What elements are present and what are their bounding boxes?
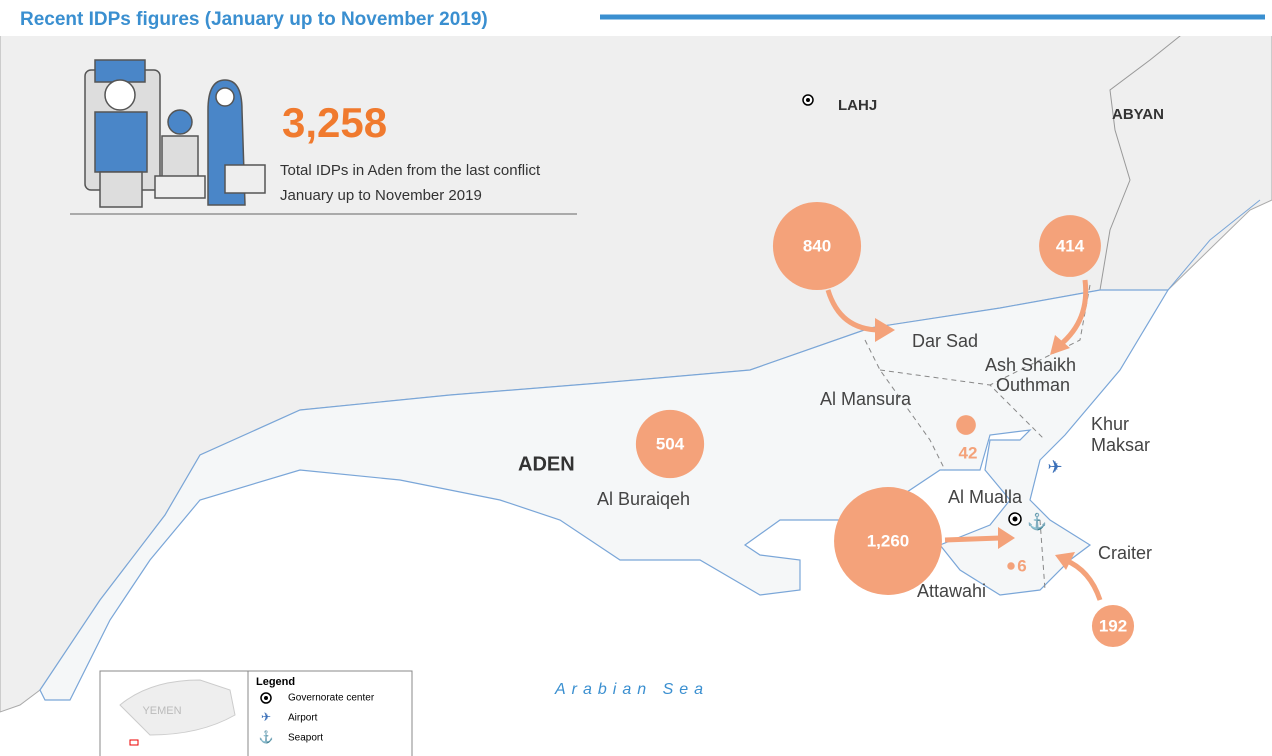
legend-symbol: ⚓: [259, 730, 274, 744]
legend: [247, 670, 413, 756]
border: [1099, 27, 1191, 291]
place-label: LAHJ: [838, 97, 877, 114]
gov-center: [1012, 516, 1018, 522]
airport-icon: ✈: [1047, 457, 1062, 477]
bubble: [635, 409, 705, 479]
legend-item: Governorate center: [288, 693, 375, 704]
bubble: [1007, 562, 1015, 570]
aden-area: [39, 289, 1170, 701]
legend-title: Legend: [256, 676, 295, 688]
total-caption: January up to November 2019: [280, 187, 482, 204]
bubble: [772, 201, 862, 291]
seaport-icon: ⚓: [1027, 512, 1047, 531]
legend-symbol: [264, 696, 268, 700]
place-label: ABYAN: [1112, 106, 1164, 123]
inset-label: YEMEN: [142, 705, 181, 717]
bubble: [834, 487, 942, 595]
district: Ash Shaikh: [985, 355, 1076, 375]
arrow-heads: [875, 318, 1075, 570]
bubble: [1039, 215, 1101, 277]
people-icon: [84, 59, 266, 208]
figure-label: 414: [1056, 236, 1085, 255]
legend-symbol: ✈: [261, 710, 271, 724]
figure-label: 1,260: [867, 531, 910, 550]
bubble: [1091, 604, 1135, 648]
bubble: [956, 415, 976, 435]
legend-item: Airport: [288, 713, 318, 724]
district: Craiter: [1098, 543, 1152, 563]
district: Al Mualla: [948, 487, 1023, 507]
district: Al Buraiqeh: [597, 489, 690, 509]
district: Maksar: [1091, 435, 1150, 455]
legend-item: Seaport: [288, 733, 323, 744]
figure-label: 42: [959, 443, 978, 462]
district: Attawahi: [917, 581, 986, 601]
place-label: ADEN: [518, 453, 575, 475]
inset-country: [119, 679, 236, 736]
district: Al Mansura: [820, 389, 912, 409]
arrows: [825, 279, 1103, 601]
gov-center: [806, 98, 810, 102]
inset-locator: [129, 739, 139, 746]
figure-bubbles: [635, 201, 1135, 648]
figure-label: 192: [1099, 616, 1127, 635]
coast: [1167, 199, 1261, 291]
district: Outhman: [996, 375, 1070, 395]
title: Recent IDPs figures (January up to Novem…: [20, 9, 488, 30]
sea-label: Arabian Sea: [554, 681, 709, 698]
district: Khur: [1091, 414, 1129, 434]
district: Dar Sad: [912, 331, 978, 351]
total-value: 3,258: [282, 99, 387, 146]
figure-label: 840: [803, 236, 831, 255]
figure-label: 504: [656, 434, 685, 453]
total-caption: Total IDPs in Aden from the last conflic…: [280, 162, 541, 179]
figure-label: 6: [1017, 556, 1026, 575]
